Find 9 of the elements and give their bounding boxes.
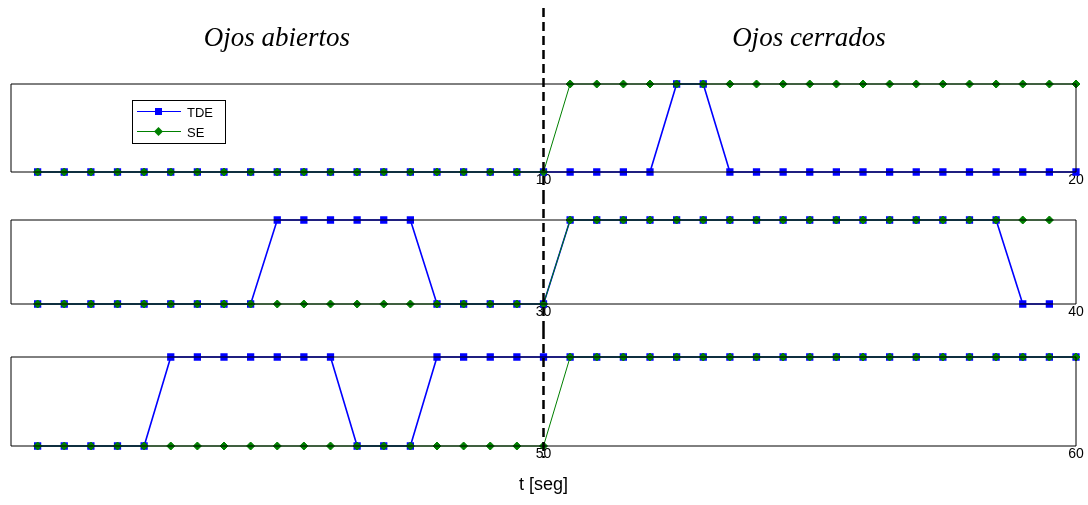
text: Ojos cerrados — [731, 22, 887, 53]
x-axis-title: t [seg] — [518, 474, 569, 495]
legend-label: TDE — [187, 104, 213, 120]
x-tick-label: 50 — [535, 445, 552, 462]
x-tick-label: 20 — [1068, 171, 1084, 188]
text: Ojos abiertos — [202, 22, 352, 53]
x-tick-label: 60 — [1068, 445, 1084, 462]
legend-label: SE — [187, 124, 205, 140]
x-tick-label: 40 — [1068, 303, 1084, 320]
